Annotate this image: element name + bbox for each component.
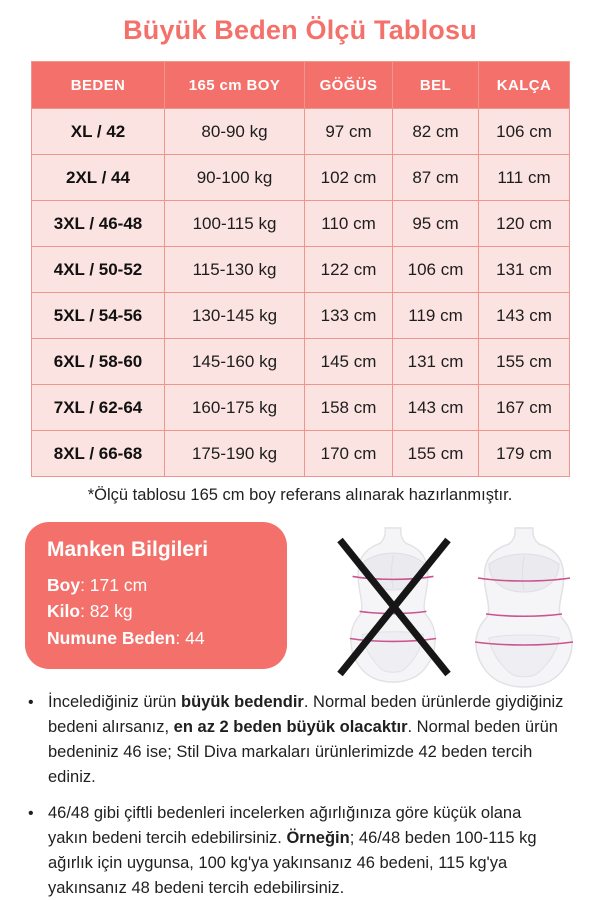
model-card-title: Manken Bilgileri: [47, 538, 209, 561]
column-header: BEL: [392, 61, 479, 109]
note-text-segment: 46/48 gibi çiftli bedenleri incelerken a…: [48, 804, 522, 847]
info-notes: • İncelediğiniz ürün büyük bedendir. Norm…: [28, 690, 565, 900]
measurement-cell: 131 cm: [392, 338, 479, 385]
measurement-cell: 145 cm: [304, 338, 393, 385]
measurement-cell: 100-115 kg: [164, 200, 305, 247]
measured-figure-illustration: [474, 527, 574, 688]
measurement-cell: 120 cm: [478, 200, 570, 247]
field-separator: :: [80, 575, 90, 595]
page-title: Büyük Beden Ölçü Tablosu: [123, 15, 477, 45]
field-value: 171 cm: [89, 575, 148, 595]
table-row: 2XL / 44 90-100 kg 102 cm 87 cm 111 cm: [31, 154, 570, 201]
x-mark-icon: [337, 537, 451, 677]
column-header: 165 cm BOY: [164, 61, 305, 109]
size-chart-table: BEDEN 165 cm BOY GÖĞÜS BEL KALÇA XL / 42 80-9…: [31, 61, 570, 477]
measurement-cell: 115-130 kg: [164, 246, 305, 293]
measurement-cell: 87 cm: [392, 154, 479, 201]
measurement-cell: 170 cm: [304, 430, 393, 477]
table-row: 6XL / 58-60 145-160 kg 145 cm 131 cm 155 cm: [31, 338, 570, 385]
size-cell: 5XL / 54-56: [31, 292, 165, 339]
measurement-cell: 131 cm: [478, 246, 570, 293]
measurement-cell: 143 cm: [392, 384, 479, 431]
note-text-segment: en az 2 beden büyük olacaktır: [173, 718, 408, 736]
size-cell: 7XL / 62-64: [31, 384, 165, 431]
measurement-cell: 133 cm: [304, 292, 393, 339]
measurement-cell: 95 cm: [392, 200, 479, 247]
table-footnote: *Ölçü tablosu 165 cm boy referans alınar…: [87, 486, 513, 504]
size-cell: XL / 42: [31, 108, 165, 155]
model-info-card: Manken Bilgileri Boy: 171 cm Kilo: 82 kg N…: [25, 522, 287, 669]
column-header: GÖĞÜS: [304, 61, 393, 109]
measurement-cell: 82 cm: [392, 108, 479, 155]
note-text-segment: büyük bedendir: [181, 693, 304, 711]
note-text: İncelediğiniz ürün büyük bedendir. Norma…: [48, 690, 565, 790]
table-row: 8XL / 66-68 175-190 kg 170 cm 155 cm 179 cm: [31, 430, 570, 477]
field-separator: :: [175, 627, 186, 648]
measurement-cell: 111 cm: [478, 154, 570, 201]
measurement-cell: 80-90 kg: [164, 108, 305, 155]
field-separator: :: [80, 601, 90, 622]
note-text-segment: . Normal beden ürün bedeniniz 46 ise; St…: [48, 718, 558, 786]
body-figures-illustration: [337, 527, 574, 688]
model-info-section: Manken Bilgileri Boy: 171 cm Kilo: 82 kg N…: [25, 522, 590, 693]
size-cell: 6XL / 58-60: [31, 338, 165, 385]
column-header: KALÇA: [478, 61, 570, 109]
note-text-segment: İncelediğiniz ürün: [48, 693, 181, 711]
crossed-out-figure-illustration: [337, 527, 451, 683]
table-row: 3XL / 46-48 100-115 kg 110 cm 95 cm 120 cm: [31, 200, 570, 247]
table-row: 4XL / 50-52 115-130 kg 122 cm 106 cm 131 cm: [31, 246, 570, 293]
table-row: 5XL / 54-56 130-145 kg 133 cm 119 cm 143 cm: [31, 292, 570, 339]
model-info-field: Kilo: 82 kg: [47, 598, 265, 624]
note-text-segment: . Normal beden ürünlerde giydiğiniz bede…: [48, 693, 564, 736]
measurement-cell: 90-100 kg: [164, 154, 305, 201]
measurement-cell: 155 cm: [478, 338, 570, 385]
bullet-marker: •: [28, 805, 34, 822]
field-label: Kilo: [47, 601, 81, 622]
measurement-cell: 106 cm: [478, 108, 570, 155]
measurement-cell: 97 cm: [304, 108, 393, 155]
measurement-cell: 110 cm: [304, 200, 393, 247]
measurement-cell: 143 cm: [478, 292, 570, 339]
field-label: Numune Beden: [47, 627, 176, 648]
size-cell: 8XL / 66-68: [31, 430, 165, 477]
note-text: 46/48 gibi çiftli bedenleri incelerken a…: [48, 801, 565, 900]
measurement-cell: 106 cm: [392, 246, 479, 293]
measurement-cell: 119 cm: [392, 292, 479, 339]
bullet-marker: •: [28, 694, 34, 711]
size-cell: 4XL / 50-52: [31, 246, 165, 293]
info-note: • İncelediğiniz ürün büyük bedendir. Norm…: [28, 690, 565, 790]
model-info-field: Boy: 171 cm: [47, 572, 265, 598]
measurement-cell: 145-160 kg: [164, 338, 305, 385]
field-label: Boy: [47, 575, 81, 595]
size-cell: 3XL / 46-48: [31, 200, 165, 247]
model-info-field: Numune Beden: 44: [47, 625, 265, 651]
measurement-cell: 122 cm: [304, 246, 393, 293]
measurement-cell: 155 cm: [392, 430, 479, 477]
column-header: BEDEN: [31, 61, 165, 109]
field-value: 82 kg: [89, 601, 133, 622]
note-text-segment: ; 46/48 beden 100-115 kg ağırlık için uy…: [48, 829, 537, 897]
measurement-cell: 179 cm: [478, 430, 570, 477]
table-header-row: BEDEN 165 cm BOY GÖĞÜS BEL KALÇA: [31, 61, 570, 109]
field-value: 44: [185, 627, 205, 648]
measurement-cell: 130-145 kg: [164, 292, 305, 339]
table-row: 7XL / 62-64 160-175 kg 158 cm 143 cm 167 cm: [31, 384, 570, 431]
info-note: • 46/48 gibi çiftli bedenleri incelerken …: [28, 801, 565, 900]
measurement-cell: 158 cm: [304, 384, 393, 431]
measurement-cell: 160-175 kg: [164, 384, 305, 431]
note-text-segment: Örneğin: [286, 829, 350, 847]
measurement-cell: 175-190 kg: [164, 430, 305, 477]
table-row: XL / 42 80-90 kg 97 cm 82 cm 106 cm: [31, 108, 570, 155]
size-cell: 2XL / 44: [31, 154, 165, 201]
measurement-cell: 102 cm: [304, 154, 393, 201]
fit-illustrations: [330, 524, 590, 693]
measurement-cell: 167 cm: [478, 384, 570, 431]
